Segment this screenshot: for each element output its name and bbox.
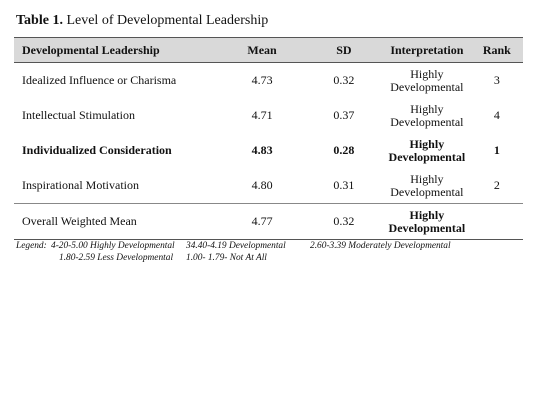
summary-name: Overall Weighted Mean	[14, 203, 220, 240]
row-sd: 0.37	[333, 108, 355, 122]
row-interpretation: Highly Developmental	[383, 168, 471, 204]
interpretation-line-1: Highly	[409, 136, 445, 151]
row-sd: 0.32	[333, 73, 355, 87]
row-interpretation: Highly Developmental	[383, 63, 471, 99]
legend-item: 34.40-4.19 Developmental	[186, 241, 286, 251]
header-mean: Mean	[219, 37, 305, 63]
row-interpretation: Highly Developmental	[383, 133, 471, 168]
summary-sd: 0.32	[304, 203, 384, 240]
row-mean: 4.71	[251, 108, 273, 122]
row-rank: 4	[493, 108, 500, 122]
header-sd: SD	[304, 37, 384, 63]
interpretation-line-2: Developmental	[388, 220, 466, 235]
table-header-row: Developmental Leadership Mean SD Interpr…	[14, 37, 523, 63]
header-interpretation: Interpretation	[383, 37, 471, 63]
summary-rank	[470, 203, 523, 240]
header-developmental-leadership: Developmental Leadership	[14, 37, 220, 63]
legend-item: 4-20-5.00 Highly Developmental	[51, 241, 175, 251]
interpretation-line-2: Developmental	[390, 184, 464, 199]
table-row-highlighted: Individualized Consideration 4.83 0.28 H…	[14, 133, 523, 168]
row-name: Idealized Influence or Charisma	[22, 73, 177, 87]
row-mean: 4.80	[251, 178, 273, 192]
legend-item: 2.60-3.39 Moderately Developmental	[310, 241, 451, 251]
row-name: Individualized Consideration	[22, 143, 172, 157]
row-name: Inspirational Motivation	[22, 178, 139, 192]
table-caption: Table 1. Level of Developmental Leadersh…	[16, 13, 268, 29]
row-mean: 4.83	[251, 143, 273, 157]
summary-row: Overall Weighted Mean 4.77 0.32 Highly D…	[14, 203, 523, 240]
row-mean: 4.73	[251, 73, 273, 87]
interpretation-line-2: Developmental	[390, 79, 464, 94]
interpretation-line-2: Developmental	[390, 114, 464, 129]
row-interpretation: Highly Developmental	[383, 98, 471, 133]
interpretation-line-1: Highly	[410, 66, 444, 81]
row-rank: 2	[493, 178, 500, 192]
row-rank: 3	[493, 73, 500, 87]
table-row: Inspirational Motivation 4.80 0.31 Highl…	[14, 168, 523, 204]
table-caption-text: Level of Developmental Leadership	[66, 13, 269, 28]
row-name: Intellectual Stimulation	[22, 108, 135, 122]
header-rank: Rank	[470, 37, 523, 63]
summary-mean: 4.77	[219, 203, 305, 240]
interpretation-line-1: Highly	[409, 207, 445, 222]
interpretation-line-1: Highly	[410, 171, 444, 186]
row-rank: 1	[493, 143, 500, 157]
interpretation-line-2: Developmental	[388, 149, 466, 164]
legend-item: 1.80-2.59 Less Developmental	[59, 253, 174, 263]
interpretation-line-1: Highly	[410, 101, 444, 116]
table-row: Intellectual Stimulation 4.71 0.37 Highl…	[14, 98, 523, 133]
table-caption-label: Table 1.	[16, 13, 63, 28]
legend-prefix: Legend:	[16, 241, 47, 251]
leadership-table: Developmental Leadership Mean SD Interpr…	[14, 37, 523, 240]
table-row: Idealized Influence or Charisma 4.73 0.3…	[14, 63, 523, 99]
legend-item: 1.00- 1.79- Not At All	[186, 253, 267, 263]
summary-interpretation: Highly Developmental	[383, 203, 471, 240]
row-sd: 0.31	[333, 178, 355, 192]
row-sd: 0.28	[333, 143, 355, 157]
